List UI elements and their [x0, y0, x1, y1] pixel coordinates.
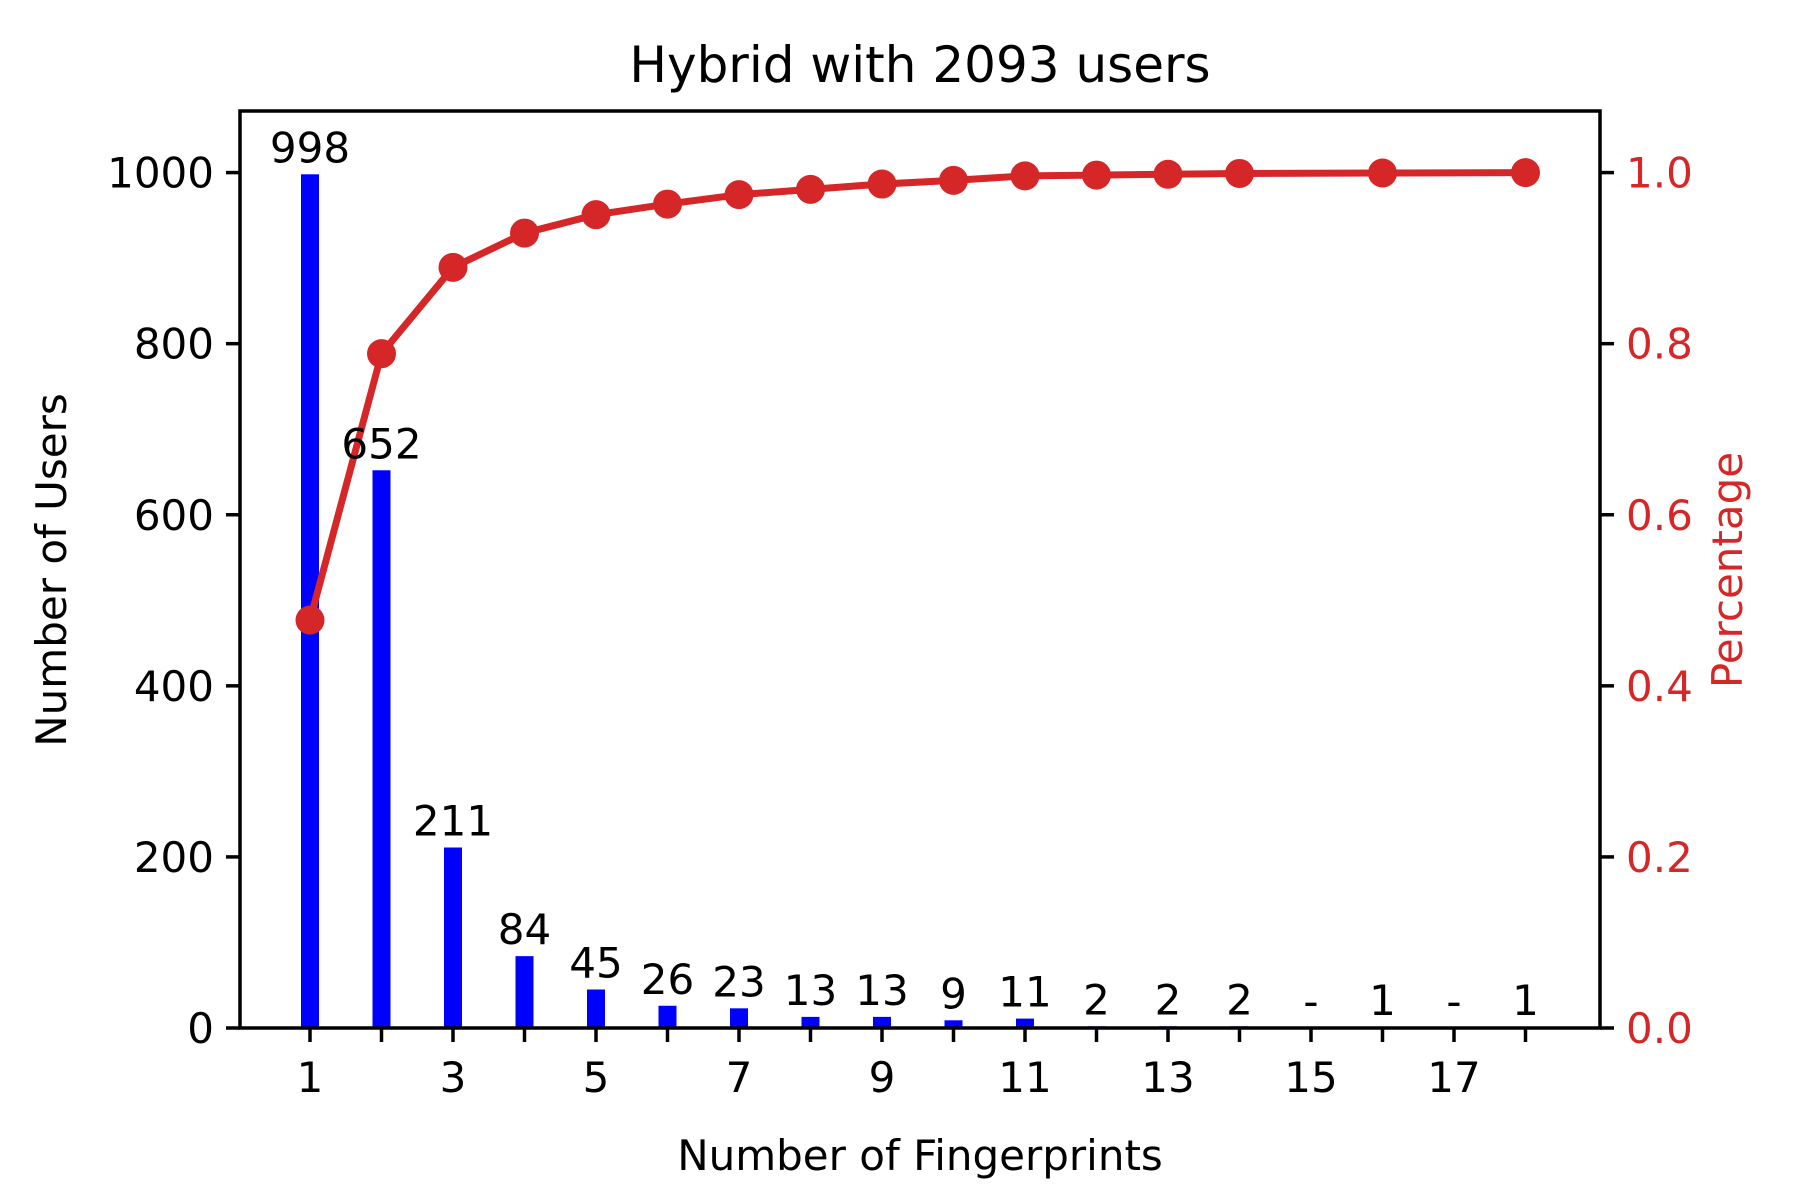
- bar-value-label: -: [1446, 977, 1461, 1026]
- bar: [515, 956, 534, 1028]
- bar: [1016, 1018, 1034, 1028]
- line-marker: [1153, 159, 1183, 189]
- line-marker: [438, 252, 468, 282]
- x-tick-label: 17: [1427, 1053, 1480, 1102]
- line-marker: [939, 165, 968, 195]
- bar-value-label: 2: [1083, 975, 1110, 1024]
- line-marker: [1368, 158, 1397, 188]
- bar: [873, 1016, 891, 1028]
- line-marker: [581, 200, 611, 230]
- y-tick-label-left: 400: [134, 662, 214, 711]
- bar-value-label: 211: [413, 797, 493, 846]
- cumulative-line: [306, 169, 1529, 624]
- y-tick-label-left: 1000: [107, 149, 214, 198]
- y-axis-label-right: Percentage: [1703, 452, 1752, 688]
- line-marker: [867, 169, 897, 199]
- bar-value-label: 9: [940, 969, 967, 1018]
- bar-value-label: 45: [569, 939, 622, 988]
- bar-value-label: 1: [1369, 976, 1396, 1025]
- y-tick-label-right: 0.2: [1626, 833, 1693, 882]
- line-marker: [295, 605, 325, 635]
- line-marker: [1225, 158, 1254, 188]
- bar-value-label: 23: [712, 957, 765, 1006]
- bar-value-label: 2: [1155, 975, 1182, 1024]
- x-tick-label: 11: [998, 1053, 1051, 1102]
- y-tick-label-right: 0.4: [1626, 662, 1693, 711]
- x-tick-label: 13: [1141, 1053, 1194, 1102]
- y-tick-label-right: 0.6: [1626, 491, 1693, 540]
- x-tick-label: 9: [869, 1053, 896, 1102]
- x-tick-label: 1: [297, 1053, 324, 1102]
- y-tick-label-left: 800: [134, 320, 214, 369]
- axes-group: [226, 109, 1614, 1042]
- bars-group: [301, 174, 1535, 1029]
- line-marker: [1082, 160, 1111, 190]
- bar: [301, 174, 319, 1029]
- bar-value-label: 84: [498, 905, 551, 954]
- y-tick-label-left: 600: [134, 491, 214, 540]
- y-tick-label-left: 200: [134, 833, 214, 882]
- y-axis-label-left: Number of Users: [27, 393, 76, 747]
- y-tick-label-right: 0.0: [1626, 1004, 1693, 1053]
- x-axis-label: Number of Fingerprints: [677, 1131, 1163, 1180]
- y-tick-label-right: 1.0: [1626, 149, 1693, 198]
- bar: [587, 989, 605, 1028]
- bar: [730, 1008, 748, 1028]
- bar-value-label: 11: [998, 968, 1051, 1017]
- line-marker: [510, 218, 539, 248]
- x-tick-label: 3: [440, 1053, 467, 1102]
- bar-value-label: 652: [341, 419, 421, 468]
- bar-value-label: 1: [1512, 976, 1539, 1025]
- bar-value-label: 13: [784, 966, 837, 1015]
- bar-value-label: -: [1303, 977, 1318, 1026]
- bar: [658, 1005, 677, 1028]
- tick-labels-group: 1 3 5 7 9 11 13 15 17020040060080010000.00.20.40…: [107, 149, 1693, 1102]
- x-tick-label: 15: [1284, 1053, 1337, 1102]
- bar: [944, 1020, 963, 1028]
- line-marker: [1511, 158, 1540, 188]
- x-tick-label: 5: [583, 1053, 610, 1102]
- cumulative-line-group: [295, 158, 1540, 635]
- plot-frame: [238, 109, 1602, 1030]
- bar-value-label: 998: [270, 123, 350, 172]
- line-marker: [724, 180, 754, 210]
- bar-value-label: 2: [1226, 975, 1253, 1024]
- chart-title: Hybrid with 2093 users: [629, 36, 1210, 94]
- bar-value-label: 26: [641, 955, 694, 1004]
- y-tick-label-right: 0.8: [1626, 320, 1693, 369]
- line-marker: [367, 339, 396, 369]
- bar: [372, 470, 391, 1028]
- bar: [444, 847, 462, 1028]
- y-tick-label-left: 0: [187, 1004, 214, 1053]
- line-marker: [653, 189, 682, 219]
- bar: [801, 1016, 820, 1028]
- bar-value-label: 13: [855, 966, 908, 1015]
- line-marker: [796, 174, 825, 204]
- x-tick-label: 7: [726, 1053, 753, 1102]
- line-marker: [1010, 161, 1040, 191]
